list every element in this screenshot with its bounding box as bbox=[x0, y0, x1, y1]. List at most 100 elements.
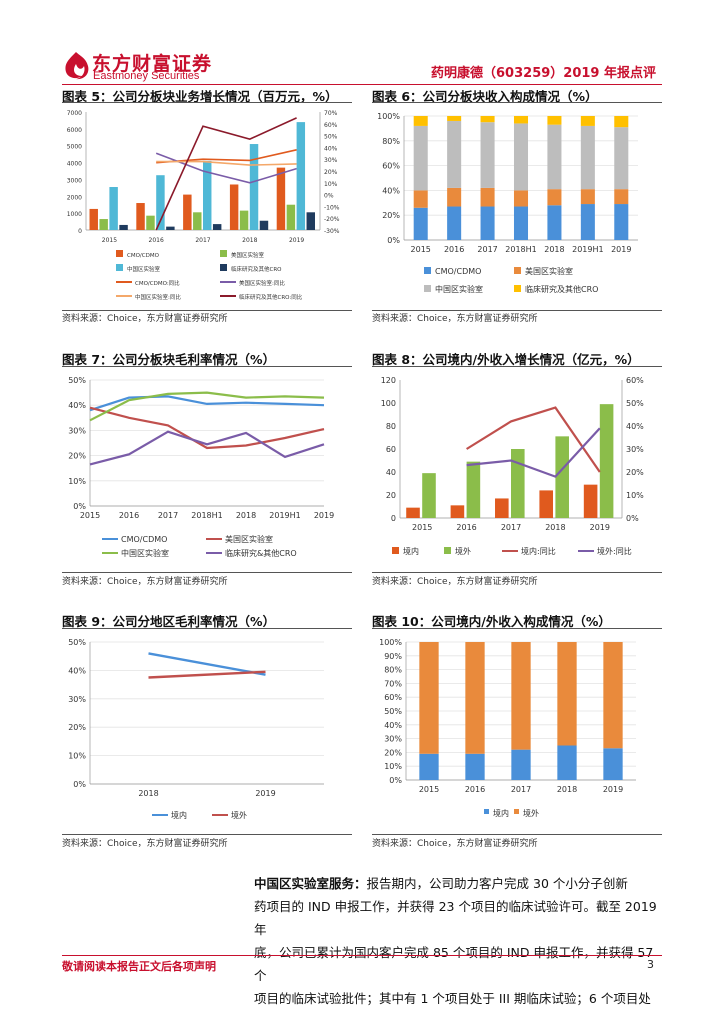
line-美国区实验室 bbox=[89, 406, 325, 450]
x-tick-label: 2018H1 bbox=[191, 511, 222, 520]
bar-境外 bbox=[419, 642, 439, 754]
bar-临床研究及其他CRO bbox=[166, 226, 175, 230]
y2-tick-label: 40% bbox=[626, 422, 644, 431]
legend-label: CMO/CDMO:同比 bbox=[135, 279, 180, 287]
x-tick-label: 2017 bbox=[501, 523, 521, 532]
y-tick-label: 40 bbox=[386, 468, 396, 477]
bar-境外 bbox=[511, 642, 531, 750]
y-tick-label: 80% bbox=[384, 666, 402, 675]
bar-境外 bbox=[557, 642, 577, 746]
bar-美国区实验室 bbox=[614, 189, 629, 205]
x-tick-label: 2017 bbox=[195, 237, 210, 244]
line-美国区实验室:同比 bbox=[155, 152, 297, 184]
bar-中国区实验室 bbox=[614, 127, 629, 190]
bar-CMO/CDMO bbox=[480, 206, 495, 240]
legend-label: 临床研究及其他CRO:同比 bbox=[239, 293, 303, 301]
x-tick-label: 2017 bbox=[158, 511, 178, 520]
figure-8-title: 图表 8：公司境内/外收入增长情况（亿元，%） bbox=[372, 352, 640, 367]
bar-美国区实验室 bbox=[99, 219, 108, 230]
bar-CMO/CDMO bbox=[614, 204, 629, 240]
bar-境内 bbox=[603, 748, 623, 780]
figure-7-title: 图表 7：公司分板块毛利率情况（%） bbox=[62, 352, 276, 367]
figure-7-frame bbox=[62, 366, 352, 573]
bar-CMO/CDMO bbox=[447, 206, 462, 240]
bar-临床研究及其他CRO bbox=[212, 224, 222, 230]
body-line-1: 中国区实验室服务：报告期内，公司助力客户完成 30 个小分子创新 bbox=[254, 876, 628, 891]
bar-中国区实验室 bbox=[249, 144, 259, 230]
y-tick-label: 60% bbox=[382, 162, 400, 171]
y-tick-label: 30% bbox=[384, 735, 402, 744]
bar-境外 bbox=[422, 473, 436, 518]
legend-swatch bbox=[424, 267, 431, 274]
y-tick-label: 60% bbox=[384, 693, 402, 702]
legend-label: 境外 bbox=[231, 810, 247, 820]
y-tick-label: 80 bbox=[386, 422, 396, 431]
y2-tick-label: 10% bbox=[324, 181, 338, 188]
legend-label: 中国区实验室 bbox=[121, 548, 169, 558]
bar-境外 bbox=[599, 404, 614, 518]
legend-swatch bbox=[514, 267, 521, 274]
bar-境内 bbox=[495, 498, 509, 518]
y2-tick-label: 30% bbox=[324, 157, 338, 164]
body-line-2: 药项目的 IND 申报工作，并获得 23 个项目的临床试验许可。截至 2019 … bbox=[254, 899, 657, 937]
figure-9-frame bbox=[62, 628, 352, 835]
bar-境内 bbox=[511, 749, 531, 780]
bar-临床研究及其他CRO bbox=[413, 116, 428, 126]
bar-临床研究及其他CRO bbox=[480, 116, 495, 123]
bar-临床研究及其他CRO bbox=[614, 116, 629, 128]
figure-10-frame bbox=[372, 628, 662, 835]
body-paragraph: 中国区实验室服务：报告期内，公司助力客户完成 30 个小分子创新 药项目的 IN… bbox=[254, 872, 664, 1010]
bar-CMO/CDMO bbox=[513, 206, 529, 240]
x-tick-label: 2017 bbox=[511, 785, 531, 794]
y2-tick-label: 0% bbox=[324, 193, 334, 200]
figure-6-frame bbox=[372, 102, 662, 311]
flame-logo-icon bbox=[65, 52, 89, 80]
y-tick-label: 1000 bbox=[67, 211, 82, 218]
x-tick-label: 2019 bbox=[314, 511, 334, 520]
brand-name-cn: 东方财富证券 bbox=[92, 53, 213, 75]
bar-境内 bbox=[583, 484, 598, 518]
figure-6-title: 图表 6：公司分板块收入构成情况（%） bbox=[372, 89, 598, 104]
bar-临床研究及其他CRO bbox=[259, 220, 269, 230]
bar-境内 bbox=[539, 490, 554, 518]
body-line-4: 项目的临床试验批件；其中有 1 个项目处于 III 期临床试验；6 个项目处 bbox=[254, 991, 651, 1006]
y-tick-label: 6000 bbox=[67, 127, 82, 134]
bar-境外 bbox=[555, 436, 569, 518]
x-tick-label: 2015 bbox=[102, 237, 117, 244]
legend-swatch bbox=[116, 250, 123, 257]
legend-label: 美国区实验室 bbox=[525, 266, 573, 276]
bar-美国区实验室 bbox=[480, 187, 495, 207]
bar-境内 bbox=[406, 507, 420, 518]
bar-美国区实验室 bbox=[146, 215, 155, 230]
x-tick-label: 2019 bbox=[255, 789, 275, 798]
bar-临床研究及其他CRO bbox=[547, 116, 562, 125]
legend-swatch bbox=[514, 285, 521, 292]
y-tick-label: 4000 bbox=[67, 161, 82, 168]
bar-CMO/CDMO bbox=[547, 205, 562, 240]
bar-境内 bbox=[450, 505, 465, 518]
bar-境外 bbox=[466, 461, 481, 518]
y2-tick-label: 30% bbox=[626, 445, 644, 454]
x-tick-label: 2016 bbox=[119, 511, 139, 520]
bar-境外 bbox=[465, 642, 485, 754]
figure-8-source: 资料来源：Choice，东方财富证券研究所 bbox=[372, 577, 538, 587]
legend-label: 境内 bbox=[493, 808, 509, 818]
legend-swatch bbox=[424, 285, 431, 292]
bar-美国区实验室 bbox=[547, 189, 562, 206]
figure-9-source: 资料来源：Choice，东方财富证券研究所 bbox=[62, 839, 228, 849]
bar-临床研究及其他CRO bbox=[580, 116, 595, 126]
x-tick-label: 2016 bbox=[456, 523, 476, 532]
legend-label: 美国区实验室:同比 bbox=[239, 279, 285, 287]
y2-tick-label: -30% bbox=[324, 228, 340, 235]
legend-label: 中国区实验室 bbox=[435, 284, 483, 294]
bar-中国区实验室 bbox=[156, 175, 165, 230]
figure-5-source: 资料来源：Choice，东方财富证券研究所 bbox=[62, 314, 228, 324]
y-tick-label: 80% bbox=[382, 137, 400, 146]
x-tick-label: 2019 bbox=[289, 237, 304, 244]
bar-CMO/CDMO bbox=[413, 207, 428, 240]
bar-美国区实验室 bbox=[413, 190, 428, 208]
y-tick-label: 20 bbox=[386, 491, 396, 500]
y-tick-label: 20% bbox=[384, 748, 402, 757]
legend-label: 境内 bbox=[403, 546, 419, 556]
x-tick-label: 2015 bbox=[80, 511, 100, 520]
